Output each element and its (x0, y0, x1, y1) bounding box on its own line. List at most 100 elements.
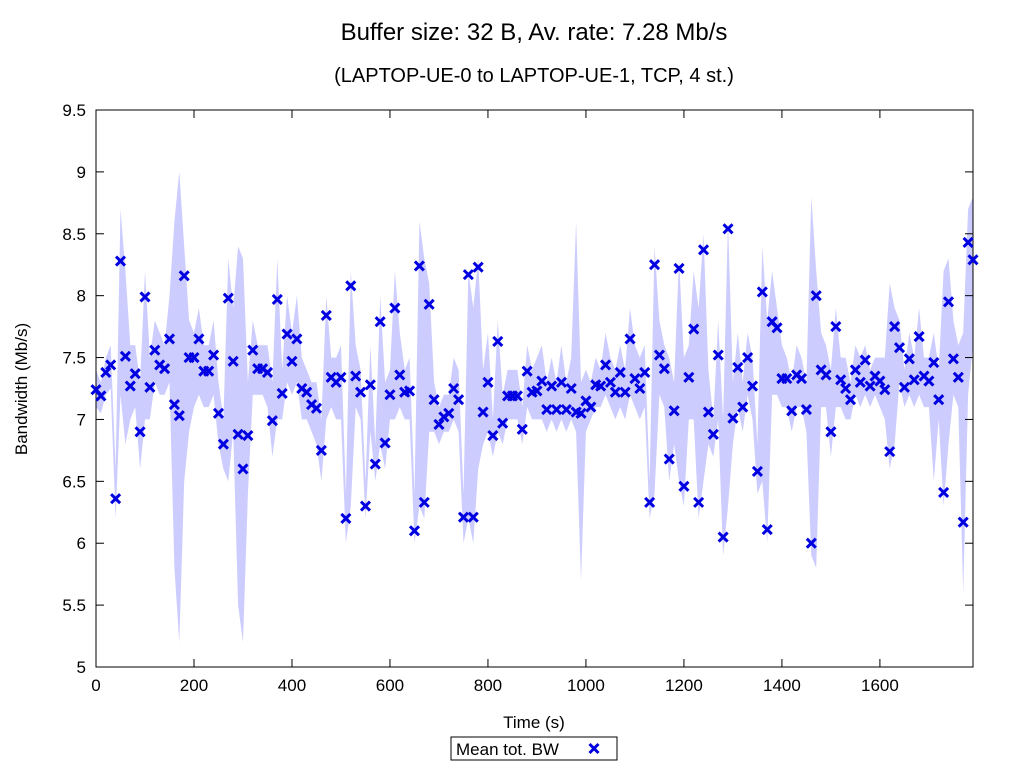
data-point (443, 407, 455, 419)
data-point (599, 359, 612, 371)
data-point (448, 382, 460, 395)
data-point (144, 381, 156, 393)
data-point (693, 496, 705, 508)
data-point (903, 353, 915, 365)
x-tick-label: 400 (278, 676, 306, 695)
data-point (884, 446, 896, 458)
data-point (541, 403, 553, 416)
data-point (751, 465, 763, 477)
data-point (462, 269, 474, 281)
data-point (683, 371, 695, 383)
data-point (962, 236, 974, 249)
min-max-band (96, 171, 973, 643)
data-point (761, 524, 773, 536)
y-axis-label: Bandwidth (Mb/s) (12, 323, 31, 455)
data-point (947, 353, 959, 365)
data-point (521, 365, 533, 377)
y-tick-label: 6 (77, 534, 86, 553)
legend: Mean tot. BW (450, 736, 618, 761)
data-point (624, 333, 636, 345)
data-point (345, 280, 357, 292)
data-point (286, 355, 298, 367)
data-point (781, 373, 793, 385)
data-point (771, 322, 783, 334)
data-point (408, 525, 421, 537)
data-point (178, 270, 190, 282)
data-point (389, 302, 401, 314)
data-point (452, 394, 465, 406)
data-point (423, 298, 435, 310)
data-point (629, 373, 641, 385)
data-point (702, 406, 714, 418)
data-point (957, 516, 969, 528)
data-point (609, 386, 621, 398)
data-point (555, 376, 568, 388)
data-point (384, 389, 396, 401)
data-point (913, 330, 925, 343)
data-point (938, 486, 950, 499)
data-point (746, 380, 759, 392)
data-point (472, 261, 484, 273)
data-point (482, 376, 494, 388)
data-point (163, 333, 176, 345)
data-point (301, 386, 313, 398)
x-tick-label: 1000 (567, 676, 605, 695)
data-point (139, 291, 151, 303)
axis-ticks: 0 200 400 600 800 1000 1200 1400 1600 5 5.5 6 6.5 7 7.… (62, 101, 973, 695)
data-point (653, 349, 665, 361)
data-point (497, 417, 509, 429)
data-point (394, 369, 406, 381)
data-point (261, 366, 274, 378)
data-point (697, 244, 710, 256)
y-tick-label: 5 (77, 658, 86, 677)
data-point (119, 350, 131, 362)
data-point (266, 415, 278, 427)
data-point (717, 531, 729, 543)
data-point (149, 344, 161, 356)
data-point (428, 394, 440, 406)
data-point (222, 292, 234, 304)
data-point (928, 356, 940, 369)
data-point (898, 381, 910, 393)
data-point (619, 386, 631, 398)
legend-box (450, 736, 618, 761)
x-tick-label: 800 (474, 676, 502, 695)
data-point (114, 255, 127, 267)
data-point (874, 375, 886, 387)
data-point (560, 403, 572, 416)
data-point (134, 426, 146, 438)
data-point (604, 376, 617, 388)
data-point (335, 371, 347, 383)
data-point (634, 382, 646, 395)
data-point (678, 480, 690, 492)
data-point (227, 355, 239, 367)
data-point (727, 412, 739, 424)
data-point (276, 387, 288, 400)
data-point (95, 390, 107, 402)
x-tick-label: 1200 (665, 676, 703, 695)
data-point (208, 349, 220, 361)
data-point (565, 382, 577, 395)
x-tick-label: 200 (180, 676, 208, 695)
data-point (310, 402, 323, 414)
data-point (923, 375, 935, 387)
data-point (487, 429, 499, 442)
data-point (281, 328, 293, 340)
y-tick-label: 8 (77, 287, 86, 306)
data-point (800, 403, 812, 416)
data-point (404, 385, 416, 397)
data-point (810, 290, 822, 302)
data-point (217, 438, 229, 450)
min-max-band-layer (96, 171, 973, 643)
data-point (340, 512, 352, 525)
data-point (247, 344, 259, 356)
data-point (737, 401, 749, 413)
data-point (203, 365, 215, 377)
data-point (536, 375, 548, 387)
data-point (658, 363, 670, 375)
data-point (492, 335, 504, 348)
data-point (742, 351, 754, 364)
y-tick-label: 7.5 (62, 349, 86, 368)
legend-label: Mean tot. BW (456, 740, 559, 759)
data-point (639, 366, 651, 378)
